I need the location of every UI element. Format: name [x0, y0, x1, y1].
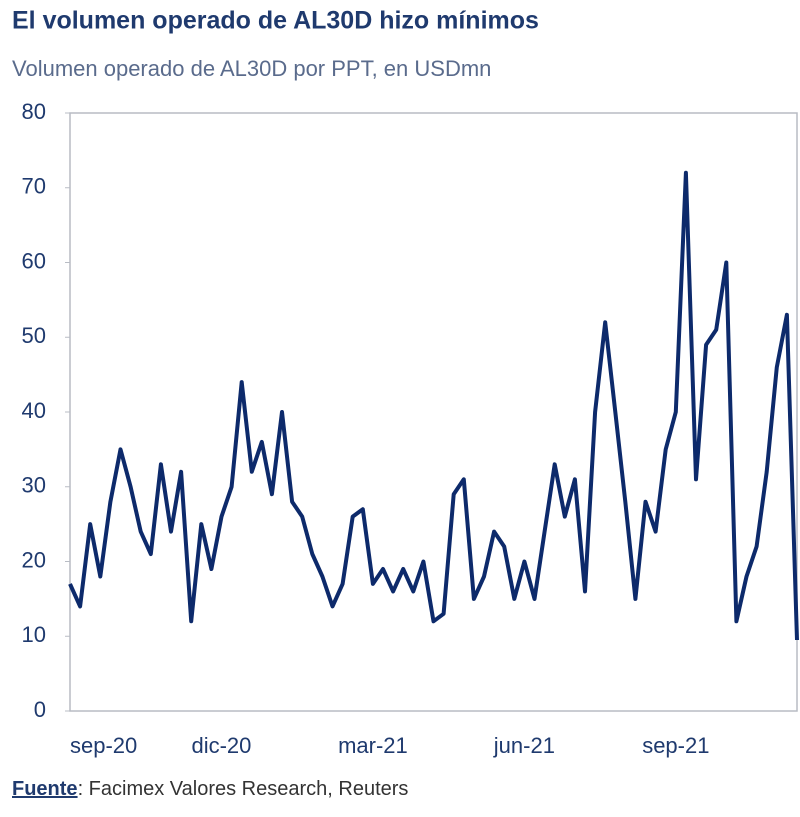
chart-subtitle: Volumen operado de AL30D por PPT, en USD… [12, 56, 491, 81]
y-tick-label: 50 [22, 323, 46, 348]
y-tick-label: 10 [22, 622, 46, 647]
x-tick-label: jun-21 [493, 733, 555, 758]
x-tick-label: mar-21 [338, 733, 408, 758]
y-tick-label: 20 [22, 547, 46, 572]
x-tick-label: sep-20 [70, 733, 137, 758]
data-line [68, 170, 799, 641]
y-tick-label: 60 [22, 248, 46, 273]
y-tick-label: 40 [22, 398, 46, 423]
y-tick-label: 0 [34, 697, 46, 722]
y-tick-label: 80 [22, 99, 46, 124]
y-tick-label: 70 [22, 174, 46, 199]
source: Fuente: Facimex Valores Research, Reuter… [12, 778, 408, 800]
chart-title: El volumen operado de AL30D hizo mínimos [12, 7, 539, 35]
x-tick-label: dic-20 [191, 733, 251, 758]
source-text: : Facimex Valores Research, Reuters [78, 778, 409, 800]
y-tick-label: 30 [22, 473, 46, 498]
source-label: Fuente [12, 778, 78, 800]
x-tick-label: sep-21 [642, 733, 709, 758]
